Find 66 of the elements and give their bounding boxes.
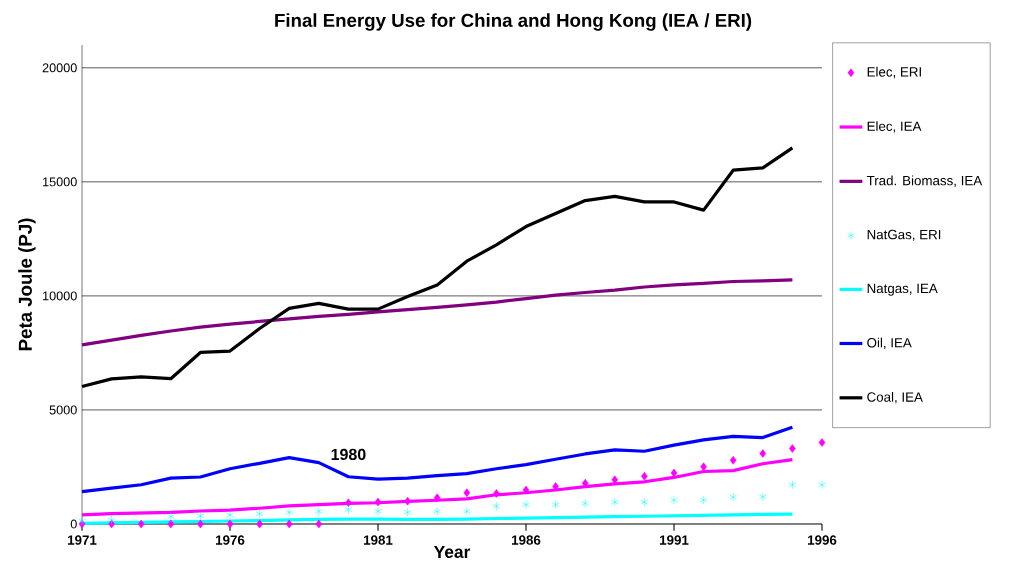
legend-label: Oil, IEA	[867, 337, 912, 350]
x-tick-label: 1976	[216, 535, 245, 545]
point	[226, 519, 234, 529]
point	[611, 497, 619, 507]
point	[641, 472, 648, 481]
y-tick-label: 10000	[43, 291, 77, 301]
point	[107, 515, 116, 525]
point	[463, 488, 471, 498]
legend-label: Coal, IEA	[867, 391, 923, 404]
point	[255, 509, 264, 518]
y-axis-title: Peta Joule (PJ)	[18, 218, 36, 351]
point	[759, 492, 767, 502]
legend-label: Trad. Biomass, IEA	[866, 175, 983, 187]
point	[196, 511, 205, 521]
y-tick-label: 0	[70, 519, 77, 529]
point	[285, 508, 293, 517]
point	[433, 493, 441, 503]
chart-title: Final Energy Use for China and Hong Kong (IEA / ERI)	[275, 13, 752, 31]
point	[315, 507, 323, 516]
line-series	[80, 425, 795, 494]
point	[433, 507, 441, 516]
x-axis-title: Year	[433, 545, 471, 559]
x-tick-label: 1986	[512, 535, 541, 545]
point	[167, 519, 175, 529]
point	[699, 495, 708, 505]
point	[226, 510, 234, 520]
point	[345, 498, 352, 508]
x-tick-label: 1971	[68, 535, 97, 545]
point	[197, 519, 204, 529]
legend-label: NatGas, ERI	[867, 229, 941, 241]
annotation: 1980	[331, 448, 366, 461]
point	[403, 508, 412, 517]
point	[551, 500, 560, 509]
y-tick-label: 15000	[43, 177, 77, 187]
point	[670, 495, 678, 505]
point	[759, 449, 767, 458]
legend-label: Elec, IEA	[867, 121, 922, 133]
y-tick-label: 5000	[49, 405, 77, 415]
point	[463, 507, 471, 516]
point	[729, 492, 737, 502]
point	[581, 499, 589, 508]
point	[788, 480, 797, 490]
point	[256, 519, 263, 529]
point	[344, 505, 353, 514]
point	[522, 500, 530, 509]
point	[729, 456, 737, 465]
line-series	[80, 278, 795, 347]
point	[640, 497, 649, 507]
point	[137, 519, 145, 529]
point	[789, 444, 796, 453]
point	[404, 496, 411, 506]
point	[285, 519, 293, 529]
legend-label: Natgas, IEA	[867, 283, 938, 296]
x-tick-label: 1996	[808, 535, 837, 545]
y-tick-label: 20000	[42, 63, 77, 73]
x-tick-label: 1991	[660, 535, 689, 545]
legend-label: Elec, ERI	[867, 66, 921, 79]
point	[167, 512, 175, 521]
point	[492, 501, 501, 511]
point	[315, 519, 323, 529]
x-tick-label: 1981	[364, 535, 393, 545]
point	[818, 480, 826, 490]
point	[818, 438, 826, 447]
point	[493, 489, 500, 498]
point	[374, 497, 382, 507]
point	[374, 507, 382, 516]
